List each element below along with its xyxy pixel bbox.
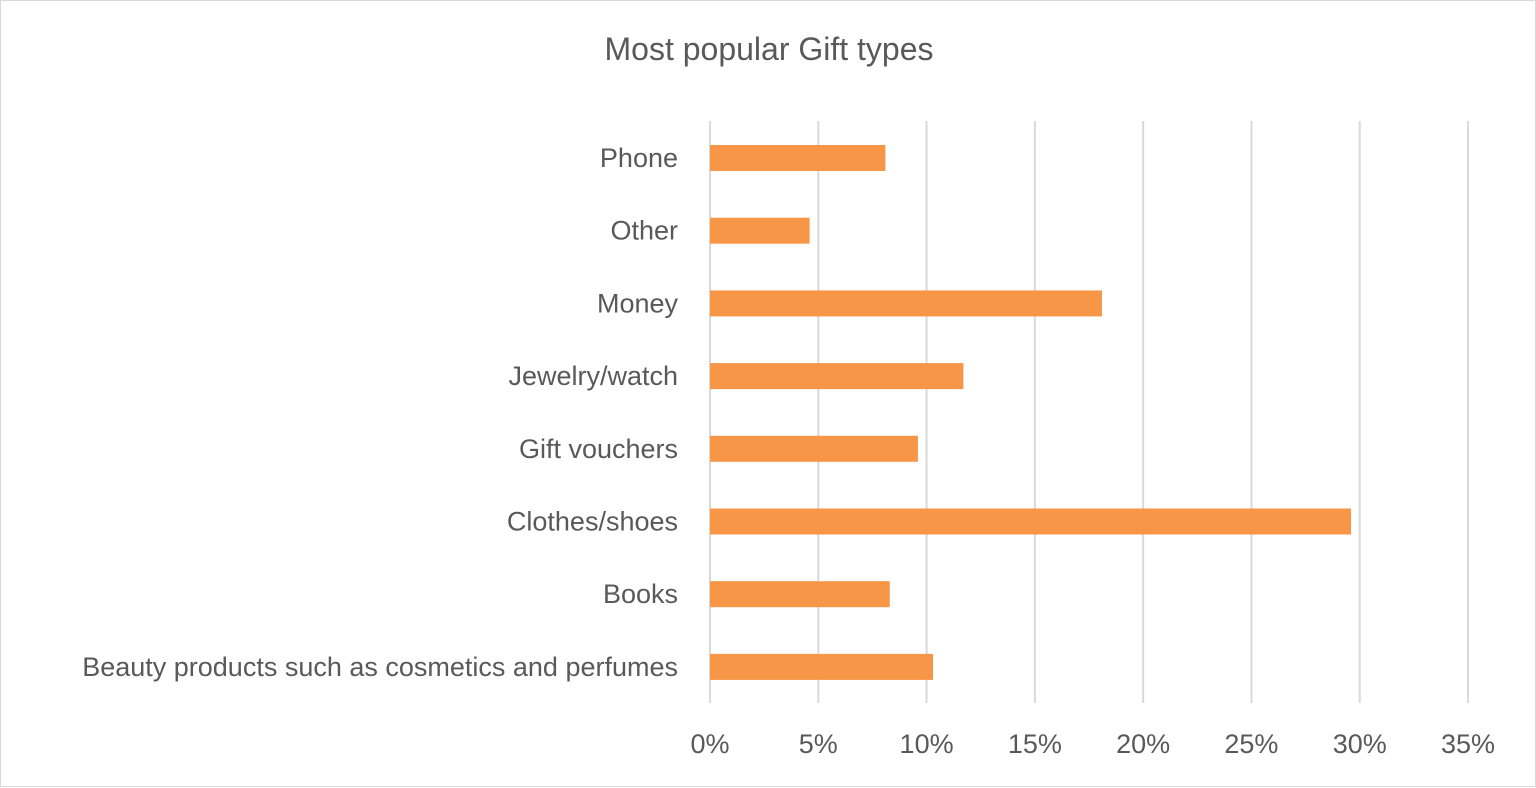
bar bbox=[710, 653, 934, 680]
category-label: Gift vouchers bbox=[519, 434, 678, 464]
category-label: Jewelry/watch bbox=[508, 361, 678, 391]
gridlines bbox=[709, 121, 1469, 703]
x-tick-label: 15% bbox=[1008, 729, 1062, 759]
category-label: Other bbox=[610, 216, 678, 246]
x-tick-label: 30% bbox=[1333, 729, 1387, 759]
bar bbox=[710, 581, 890, 608]
bar bbox=[710, 363, 964, 390]
bar bbox=[710, 435, 918, 462]
category-label: Beauty products such as cosmetics and pe… bbox=[82, 652, 678, 682]
category-label: Money bbox=[597, 288, 679, 318]
category-label: Books bbox=[603, 579, 678, 609]
x-tick-label: 35% bbox=[1441, 729, 1495, 759]
x-tick-label: 25% bbox=[1224, 729, 1278, 759]
bar bbox=[710, 290, 1102, 317]
x-tick-label: 5% bbox=[799, 729, 838, 759]
x-tick-labels: 0% 5% 10% 15% 20% 25% 30% 35% bbox=[690, 729, 1495, 759]
category-label: Clothes/shoes bbox=[507, 507, 678, 537]
x-tick-label: 10% bbox=[900, 729, 954, 759]
bar bbox=[710, 217, 810, 244]
x-tick-label: 0% bbox=[690, 729, 729, 759]
bar bbox=[710, 508, 1352, 535]
bars bbox=[710, 145, 1352, 680]
chart-title: Most popular Gift types bbox=[604, 31, 934, 67]
bar bbox=[710, 145, 886, 171]
x-tick-label: 20% bbox=[1116, 729, 1170, 759]
category-label: Phone bbox=[600, 143, 678, 173]
category-labels: Phone Other Money Jewelry/watch Gift voucher… bbox=[82, 143, 678, 682]
